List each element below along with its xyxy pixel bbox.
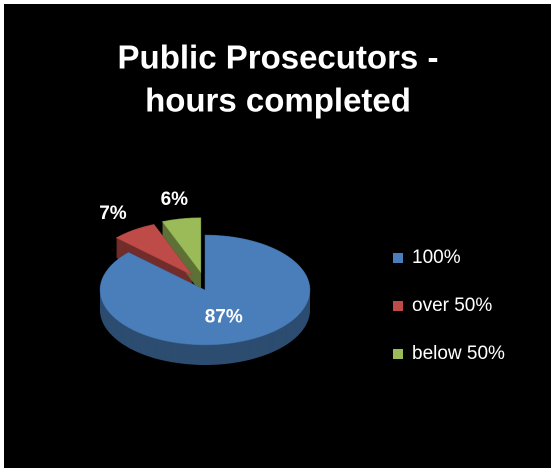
legend-swatch [393,253,403,263]
legend-label: below 50% [412,343,505,364]
legend-label: over 50% [412,295,492,316]
legend-label: 100% [412,247,461,268]
legend-swatch [393,301,403,311]
data-label: 7% [99,203,127,224]
slice [161,217,202,274]
background [4,4,551,468]
legend-swatch [393,349,403,359]
data-label: 87% [205,307,243,328]
chart-title: hours completed [145,82,411,119]
data-label: 6% [161,189,189,210]
slice [115,224,193,276]
chart-title: Public Prosecutors - [118,39,439,76]
slice [99,234,311,346]
